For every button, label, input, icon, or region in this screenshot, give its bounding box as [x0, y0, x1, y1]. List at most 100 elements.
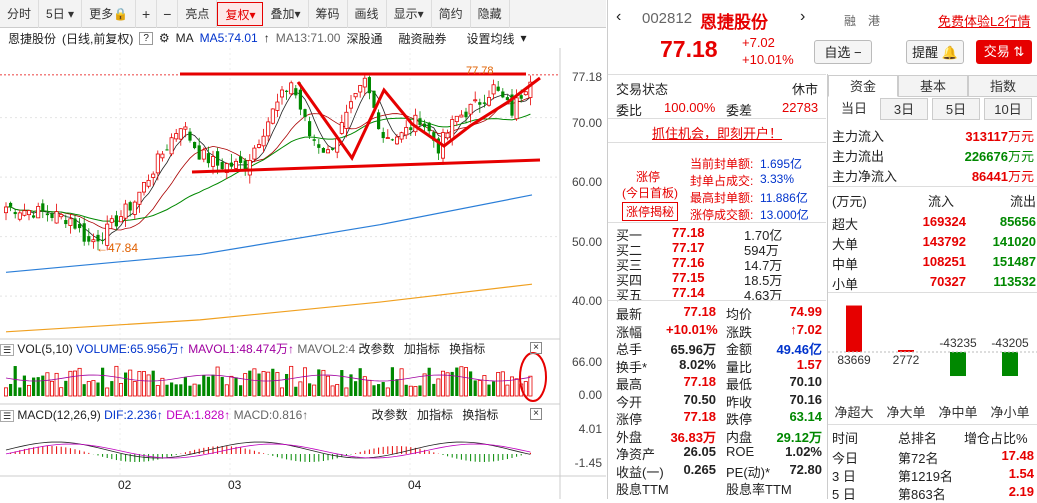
- macd-change-indicator-button[interactable]: 换指标: [462, 408, 499, 422]
- yincang-button[interactable]: 隐藏: [471, 0, 510, 28]
- macd-menu-icon[interactable]: ☰: [0, 410, 15, 422]
- macd-dea: DEA:1.828: [166, 408, 225, 422]
- limit-r3-label: 最高封单额:: [690, 191, 754, 205]
- high-price-label: 77.78: [466, 65, 494, 77]
- price-change: +7.02: [742, 35, 775, 50]
- fund-row-out: 113532: [993, 274, 1036, 289]
- fund-out-head: 流出: [1010, 194, 1037, 209]
- macd-param-button[interactable]: 改参数: [371, 408, 408, 422]
- bid-price[interactable]: 77.16: [672, 255, 705, 270]
- quote-label: 金额: [726, 342, 753, 357]
- period-today[interactable]: 当日: [830, 98, 878, 120]
- macd-value: MACD:0.816: [233, 408, 303, 422]
- tab-rongzi[interactable]: 融资融券: [398, 31, 447, 46]
- watchlist-button[interactable]: 自选 −: [814, 40, 872, 64]
- vol-axis-label: 0.00: [578, 388, 602, 402]
- lock-icon: 🔒: [113, 6, 129, 21]
- weicha-label: 委差: [726, 103, 753, 118]
- rank-pct: 1.54: [1008, 466, 1034, 481]
- chevron-down-icon: ▾: [294, 6, 301, 21]
- diejia-button[interactable]: 叠加▾: [263, 0, 309, 28]
- zoom-in-button[interactable]: +: [136, 0, 158, 28]
- net-flow-bar: [898, 350, 914, 352]
- help-icon[interactable]: ?: [139, 31, 153, 45]
- rank-time: 3 日: [832, 469, 856, 484]
- x-axis-label: 04: [408, 478, 422, 492]
- xianshi-button[interactable]: 显示▾: [387, 0, 432, 28]
- macd-title: MACD(12,26,9): [17, 408, 101, 422]
- quote-label: 跌停: [726, 412, 753, 427]
- fund-row-out: 85656: [999, 214, 1036, 229]
- trade-button[interactable]: 交易 ⇅: [976, 40, 1032, 64]
- vol-change-indicator-button[interactable]: 换指标: [449, 342, 486, 356]
- quote-value: 74.99: [789, 304, 822, 319]
- bid-volume: 1.70亿: [744, 228, 783, 243]
- tab-fenshi[interactable]: 分时: [0, 0, 40, 28]
- quote-value: 8.02%: [679, 356, 716, 372]
- quote-label: PE(动)*: [726, 464, 771, 480]
- fuquan-button[interactable]: 复权▾: [217, 1, 264, 26]
- zoom-out-button[interactable]: −: [157, 0, 179, 28]
- tab-basic[interactable]: 基本: [898, 75, 968, 97]
- kline-svg: [0, 48, 606, 499]
- settings-icon[interactable]: ⚙: [158, 31, 170, 45]
- next-stock-icon[interactable]: ›: [800, 8, 806, 25]
- rank-value: 第72名: [898, 451, 939, 466]
- fund-row-in: 108251: [922, 254, 966, 269]
- quote-label: 净资产: [616, 447, 656, 462]
- tab-fund[interactable]: 资金: [828, 75, 898, 97]
- tab-index[interactable]: 指数: [968, 75, 1037, 97]
- prev-stock-icon[interactable]: ‹: [616, 8, 622, 25]
- fund-row-in: 169324: [922, 214, 966, 229]
- net-flow-bar-value: -43205: [991, 336, 1029, 350]
- quote-label: 总手: [616, 342, 643, 357]
- net-flow-bar-label: 净中单: [938, 405, 977, 420]
- limit-secret-button[interactable]: 涨停揭秘: [622, 202, 679, 221]
- price-change-pct: +10.01%: [742, 52, 794, 67]
- liangdian-button[interactable]: 亮点: [178, 0, 218, 28]
- vol-param-button[interactable]: 改参数: [358, 342, 395, 356]
- period-3d[interactable]: 3日: [880, 98, 928, 120]
- tab-shengutong[interactable]: 深股通: [346, 31, 383, 46]
- bid-price[interactable]: 77.17: [672, 240, 705, 255]
- tab-more[interactable]: 更多🔒: [82, 0, 137, 28]
- quote-value: 70.16: [789, 391, 822, 407]
- bid-price[interactable]: 77.15: [672, 270, 705, 285]
- arrow-up-icon: ↑: [288, 342, 295, 356]
- quote-label: 量比: [726, 359, 753, 375]
- bid-volume: 594万: [744, 243, 779, 258]
- vol-add-indicator-button[interactable]: 加指标: [403, 342, 440, 356]
- quote-value: 0.265: [683, 461, 716, 477]
- fund-main-label: 主力流出: [832, 149, 885, 164]
- chouma-button[interactable]: 筹码: [309, 0, 348, 28]
- close-icon[interactable]: ×: [530, 342, 542, 354]
- l2-trial-link[interactable]: 免费体验L2行情: [938, 14, 1031, 29]
- ma-settings-button[interactable]: 设置均线: [466, 31, 515, 46]
- alert-button[interactable]: 提醒 🔔: [906, 40, 964, 64]
- low-price-label: ←47.84: [96, 241, 139, 255]
- quote-value: 77.18: [683, 409, 716, 424]
- weibi-label: 委比: [616, 103, 643, 118]
- macd-add-indicator-button[interactable]: 加指标: [416, 408, 453, 422]
- bid-price[interactable]: 77.18: [672, 225, 705, 240]
- fund-row-out: 151487: [992, 254, 1036, 269]
- rank-pct: 17.48: [1001, 448, 1034, 463]
- chart-header: 恩捷股份 (日线,前复权) ? ⚙ MA MA5:74.01 ↑ MA13:71…: [0, 28, 606, 48]
- xianshi-label: 显示: [393, 6, 418, 21]
- rank-time: 今日: [832, 451, 859, 466]
- fund-main-label: 主力流入: [832, 129, 885, 144]
- open-account-link[interactable]: 抓住机会，即刻开户！: [652, 126, 783, 141]
- fund-row-label: 中单: [832, 257, 859, 272]
- fund-row-in: 143792: [922, 234, 966, 249]
- period-5d[interactable]: 5日: [932, 98, 980, 120]
- period-10d[interactable]: 10日: [984, 98, 1032, 120]
- close-icon[interactable]: ×: [530, 408, 542, 420]
- tab-5day[interactable]: 5日 ▾: [39, 0, 83, 28]
- kline-chart[interactable]: 77.18 70.00 60.00 50.00 40.00 ←47.84 77.…: [0, 48, 606, 499]
- low-price-value: 47.84: [108, 241, 139, 255]
- quote-panel: ‹ 002812 恩捷股份 › 融 港 免费体验L2行情 77.18 +7.02…: [607, 0, 1037, 502]
- jianyue-button[interactable]: 简约: [432, 0, 471, 28]
- bid-price[interactable]: 77.14: [672, 285, 705, 300]
- huaxian-button[interactable]: 画线: [348, 0, 387, 28]
- volume-menu-icon[interactable]: ☰: [0, 344, 15, 356]
